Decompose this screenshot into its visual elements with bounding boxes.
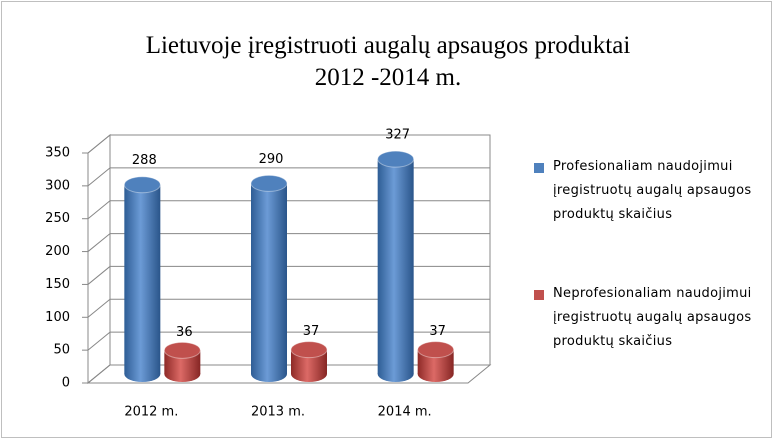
bar [290,341,328,382]
bar [163,341,201,382]
bar-top [163,341,201,359]
bar-body [377,159,414,374]
bar-body [124,184,161,374]
y-tick-label: 300 [45,178,70,193]
bar [250,174,288,382]
grid-line [87,331,490,351]
bar [123,176,161,382]
bar-body [251,183,287,374]
legend-swatch [534,163,544,173]
data-label: 36 [176,325,193,340]
data-label: 37 [429,324,446,339]
data-label: 288 [132,153,157,168]
bar-top [123,176,161,194]
grid-line [87,265,490,285]
y-tick-label: 0 [62,376,70,391]
chart-title: Lietuvoje įregistruoti augalų apsaugos p… [145,32,631,59]
grid-line [87,298,490,318]
bar [417,341,455,382]
chart-title: 2012 -2014 m. [314,64,462,91]
grid-line [87,200,490,220]
data-label: 37 [303,324,320,339]
y-tick-label: 50 [53,343,70,358]
legend-label: Profesionaliam naudojimui įregistruotų a… [553,159,752,222]
data-label: 327 [385,128,410,143]
data-label: 290 [259,152,284,167]
grid-line [87,364,490,384]
legend-swatch [534,290,544,300]
y-tick-label: 200 [45,244,70,259]
bar-top [250,174,288,192]
x-tick-label: 2013 m. [251,405,305,420]
bar-top [290,341,328,359]
x-tick-label: 2014 m. [378,405,432,420]
grid-line [87,233,490,252]
grid-line [87,134,490,154]
bar [377,150,415,382]
y-tick-label: 100 [45,310,70,325]
bar-top [377,150,415,168]
y-tick-label: 250 [45,211,70,226]
y-tick-label: 350 [45,146,70,161]
bar-top [417,341,455,359]
legend-label: Neprofesionaliam naudojimui įregistruotų… [553,286,752,349]
x-tick-label: 2012 m. [124,405,178,420]
y-tick-label: 150 [45,277,70,292]
grid-line [87,167,490,187]
